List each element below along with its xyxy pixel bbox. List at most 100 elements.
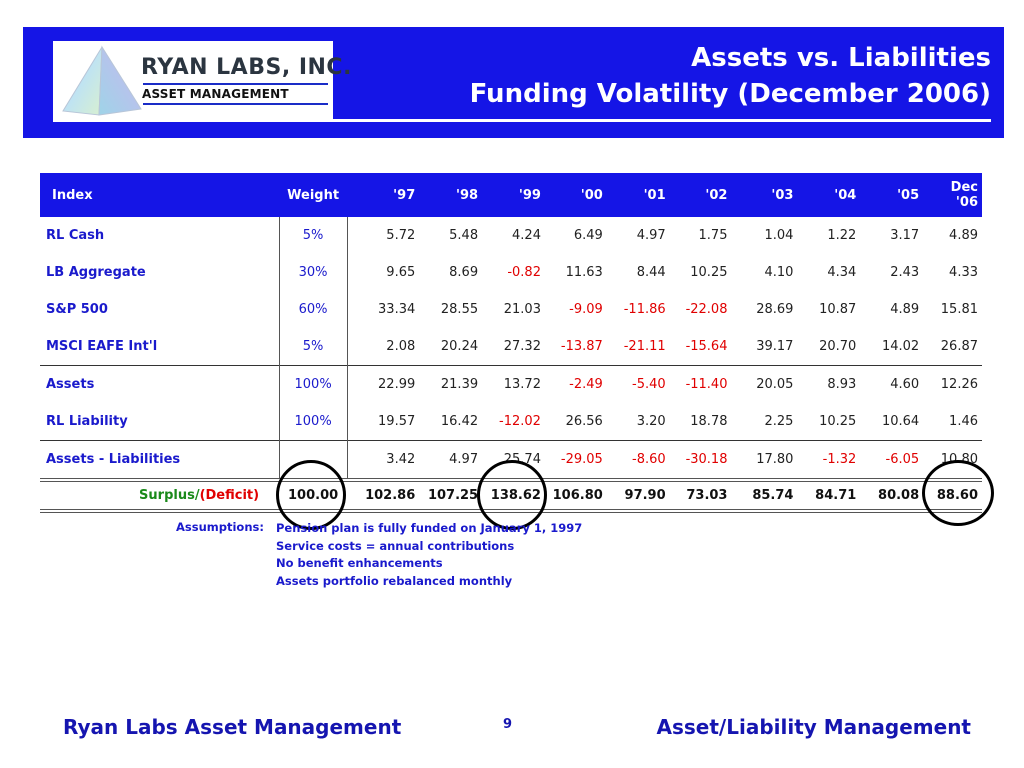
return-cell: 1.22: [827, 228, 857, 243]
column-header: Weight: [279, 173, 348, 217]
pyramid-logo-icon: [62, 45, 142, 116]
index-name-cell: LB Aggregate: [46, 265, 146, 280]
return-cell: 2.25: [764, 414, 794, 429]
logo-rule: [143, 103, 328, 105]
return-cell: 13.72: [482, 365, 545, 403]
logo-rule: [143, 83, 328, 85]
column-header: '97: [347, 173, 420, 217]
weight-cell: 5%: [278, 217, 348, 254]
return-cell: -6.05: [860, 440, 924, 480]
highlight-circle: [477, 460, 547, 530]
column-header: '00: [544, 173, 607, 217]
return-cell: 21.39: [419, 365, 483, 403]
return-cell: -29.05: [544, 440, 607, 480]
return-cell: 1.75: [698, 228, 728, 243]
return-cell: 20.70: [819, 339, 857, 354]
assumption-item: No benefit enhancements: [276, 556, 443, 570]
title-line-1: Assets vs. Liabilities: [691, 43, 991, 73]
weight-cell: 5%: [278, 328, 348, 366]
return-cell: 6.49: [573, 228, 603, 243]
return-cell: 19.57: [378, 414, 416, 429]
return-cell: -22.08: [685, 302, 728, 317]
column-header: '05: [860, 173, 924, 217]
return-cell: -11.86: [623, 302, 666, 317]
return-cell: -13.87: [560, 339, 603, 354]
return-cell: -8.60: [606, 440, 670, 480]
return-cell: 17.80: [731, 440, 798, 480]
table-row: RL Cash 5% 5.72 5.48 4.24 6.49 4.97 1.75 1.04 1.2…: [40, 217, 982, 254]
column-header-dec-06: Dec '06: [923, 173, 982, 217]
index-name-cell: RL Liability: [46, 414, 128, 429]
page-number: 9: [503, 717, 513, 732]
column-header: '99: [482, 173, 545, 217]
title-line-2: Funding Volatility (December 2006): [469, 79, 991, 109]
weight-cell: 60%: [278, 291, 348, 328]
return-cell: 4.24: [512, 228, 541, 243]
weight-cell: 30%: [278, 254, 348, 291]
logo-subtitle: ASSET MANAGEMENT: [142, 87, 289, 101]
return-cell: 33.34: [378, 302, 416, 317]
return-cell: 2.08: [386, 339, 416, 354]
return-cell: -1.32: [797, 440, 861, 480]
table-row: Assets 100% 22.99 21.39 13.72 -2.49 -5.40 -11.4…: [40, 365, 982, 403]
assumptions-label: Assumptions:: [176, 520, 264, 534]
return-cell: 4.89: [890, 302, 920, 317]
weight-cell: 100%: [278, 365, 348, 403]
return-cell: 4.89: [949, 228, 978, 243]
return-cell: 10.25: [819, 414, 857, 429]
return-cell: 3.20: [636, 414, 666, 429]
return-cell: -11.40: [669, 365, 732, 403]
return-cell: 8.93: [797, 365, 861, 403]
return-cell: 28.69: [756, 302, 794, 317]
table-row: Assets - Liabilities 3.42 4.97 25.74 -29.05-…: [40, 440, 982, 480]
table-row: MSCI EAFE Int'l 5% 2.08 20.24 27.32 -13.87 -21…: [40, 328, 982, 366]
return-cell: 11.63: [565, 265, 603, 280]
index-name-cell: Assets - Liabilities: [40, 440, 280, 480]
return-cell: 4.10: [764, 265, 794, 280]
surplus-value-cell: 80.08: [860, 478, 924, 513]
return-cell: 1.46: [949, 414, 978, 429]
return-cell: 4.33: [949, 265, 978, 280]
return-cell: 14.02: [881, 339, 920, 354]
return-cell: 21.03: [503, 302, 541, 317]
index-name-cell: RL Cash: [46, 228, 105, 243]
return-cell: 27.32: [503, 339, 541, 354]
return-cell: -21.11: [623, 339, 666, 354]
returns-table: Index Weight '97 '98 '99 '00 '01 '02 '03…: [40, 173, 982, 513]
table-row: S&P 500 60% 33.34 28.55 21.03 -9.09 -11.86 -22.…: [40, 291, 982, 328]
return-cell: 4.34: [827, 265, 857, 280]
return-cell: -9.09: [569, 302, 603, 317]
return-cell: -2.49: [544, 365, 607, 403]
return-cell: 8.69: [449, 265, 479, 280]
highlight-circle: [276, 460, 346, 530]
surplus-label-text: Surplus/: [139, 488, 200, 503]
surplus-value-cell: 102.86: [347, 478, 420, 513]
assumption-item: Assets portfolio rebalanced monthly: [276, 573, 513, 588]
return-cell: 4.60: [860, 365, 924, 403]
return-cell: -12.02: [499, 414, 541, 429]
return-cell: 20.05: [731, 365, 798, 403]
company-logo: RYAN LABS, INC. ASSET MANAGEMENT: [53, 41, 351, 122]
return-cell: 28.55: [440, 302, 479, 317]
return-cell: 1.04: [764, 228, 794, 243]
return-cell: 10.25: [690, 265, 728, 280]
return-cell: 4.97: [636, 228, 666, 243]
index-name-cell: S&P 500: [46, 302, 108, 317]
return-cell: 16.42: [440, 414, 479, 429]
return-cell: 5.72: [386, 228, 416, 243]
surplus-label: Surplus/(Deficit): [40, 478, 280, 513]
assumption-item: Service costs = annual contributions: [276, 538, 515, 553]
return-cell: 26.56: [565, 414, 603, 429]
column-header: '03: [731, 173, 798, 217]
return-cell: 26.87: [940, 339, 978, 354]
return-cell: -15.64: [685, 339, 728, 354]
highlight-circle: [922, 460, 994, 526]
index-name-cell: Assets: [40, 365, 280, 403]
title-underline: [333, 119, 991, 122]
deficit-label-text: (Deficit): [199, 488, 260, 503]
footer-section: Asset/Liability Management: [656, 715, 971, 739]
return-cell: 18.78: [690, 414, 728, 429]
title-band: RYAN LABS, INC. ASSET MANAGEMENT Assets …: [23, 27, 1004, 138]
surplus-value-cell: 107.25: [419, 478, 483, 513]
footer-company: Ryan Labs Asset Management: [63, 715, 402, 739]
